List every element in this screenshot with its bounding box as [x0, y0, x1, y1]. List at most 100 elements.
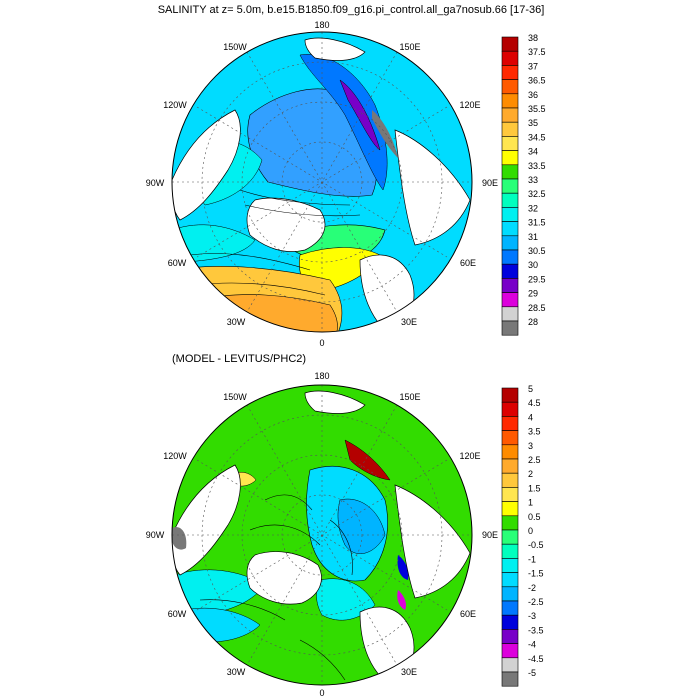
colorbar-label: -2 — [528, 583, 536, 593]
hudson-grey — [172, 526, 187, 550]
colorbar-label: 38 — [528, 33, 538, 43]
colorbar-swatch — [501, 472, 519, 488]
colorbar-swatch — [501, 657, 519, 673]
siberia-land — [394, 129, 471, 246]
salinity-panel: SALINITY at z= 5.0m, b.e15.B1850.f09_g16… — [146, 4, 546, 348]
colorbar-label: 34.5 — [528, 132, 546, 142]
svg-text:180: 180 — [314, 20, 329, 30]
colorbar-label: 35 — [528, 118, 538, 128]
colorbar-swatch — [501, 79, 519, 95]
colorbar-swatch — [501, 178, 519, 194]
colorbar-label: 28 — [528, 317, 538, 327]
colorbar-label: 32 — [528, 203, 538, 213]
colorbar-label: 1 — [528, 498, 533, 508]
colorbar-label: 1.5 — [528, 483, 541, 493]
svg-text:90W: 90W — [146, 530, 165, 540]
colorbar-swatch — [501, 529, 519, 545]
colorbar-swatch — [501, 278, 519, 293]
svg-text:60E: 60E — [460, 258, 476, 268]
colorbar-swatch — [501, 543, 519, 559]
colorbar-label: 32.5 — [528, 189, 546, 199]
colorbar-swatch — [501, 401, 519, 417]
laptev-fresh-band — [339, 79, 381, 151]
greenland-land — [246, 551, 322, 605]
colorbar-swatch — [501, 487, 519, 502]
colorbar-swatch — [501, 600, 519, 616]
colorbar-swatch — [501, 207, 519, 222]
colorbar-swatch — [501, 65, 519, 80]
colorbar-label: -4.5 — [528, 654, 544, 664]
svg-text:30W: 30W — [227, 667, 246, 677]
colorbar-label: 30.5 — [528, 246, 546, 256]
svg-text:120W: 120W — [163, 100, 187, 110]
colorbar-label: 30 — [528, 260, 538, 270]
svg-text:120E: 120E — [459, 100, 480, 110]
colorbar-swatch — [501, 136, 519, 151]
colorbar-swatch — [501, 121, 519, 137]
colorbar-label: -3.5 — [528, 625, 544, 635]
longitude-labels: 180 150W 150E 120W 120E 90W 90E 60W 60E … — [146, 371, 498, 698]
colorbar-swatch — [501, 671, 519, 687]
svg-text:150E: 150E — [399, 42, 420, 52]
chukchi-land — [304, 390, 366, 414]
graticule — [172, 385, 472, 685]
colorbar-swatch — [501, 586, 519, 602]
colorbar-swatch — [501, 93, 519, 109]
svg-text:0: 0 — [319, 338, 324, 348]
barents-negative — [337, 498, 386, 554]
colorbar-label: 37 — [528, 61, 538, 71]
colorbar-swatch — [501, 263, 519, 279]
colorbar-swatch — [501, 150, 519, 166]
colorbar-label: 31 — [528, 232, 538, 242]
kara-grey-region — [372, 110, 398, 158]
svg-text:180: 180 — [314, 371, 329, 381]
colorbar-swatch — [501, 320, 519, 336]
colorbar-swatch — [501, 643, 519, 659]
difference-contours — [199, 494, 353, 681]
colorbar-label: -5 — [528, 668, 536, 678]
colorbar-label: -1 — [528, 554, 536, 564]
colorbar-label: 0.5 — [528, 512, 541, 522]
difference-map — [172, 385, 472, 685]
svg-text:0: 0 — [319, 688, 324, 698]
colorbar-label: 35.5 — [528, 104, 546, 114]
colorbar-label: 29.5 — [528, 274, 546, 284]
colorbar-swatch — [501, 458, 519, 474]
colorbar-swatch — [501, 107, 519, 123]
colorbar-swatch — [501, 444, 519, 460]
colorbar-swatch — [501, 629, 519, 644]
greenland-sea-negative — [316, 578, 376, 621]
colorbar-label: 4.5 — [528, 398, 541, 408]
svg-text:90E: 90E — [482, 178, 498, 188]
map-boundary — [171, 31, 473, 333]
colorbar-swatch — [501, 387, 519, 403]
colorbar-label: -2.5 — [528, 597, 544, 607]
svg-text:90E: 90E — [482, 530, 498, 540]
colorbar-label: 2 — [528, 469, 533, 479]
colorbar-label: -4 — [528, 640, 536, 650]
colorbar-swatch — [501, 416, 519, 431]
colorbar-label: 3.5 — [528, 427, 541, 437]
svg-text:60E: 60E — [460, 609, 476, 619]
colorbar-swatch — [501, 515, 519, 531]
map-boundary — [171, 384, 473, 686]
longitude-labels: 180 150W 150E 120W 120E 90W 90E 60W 60E … — [146, 20, 498, 348]
salinity-colorbar: 38 37.5 37 36.5 36 35.5 35 34.5 34 33.5 33 32.5 32 31… — [501, 33, 546, 336]
laptev-positive — [344, 439, 391, 481]
colorbar-swatch — [501, 192, 519, 208]
colorbar-label: 31.5 — [528, 218, 546, 228]
svg-text:150W: 150W — [223, 392, 247, 402]
svg-text:60W: 60W — [168, 609, 187, 619]
colorbar-swatch — [501, 164, 519, 180]
colorbar-swatch — [501, 221, 519, 237]
svg-text:120E: 120E — [459, 451, 480, 461]
colorbar-swatch — [501, 614, 519, 630]
north-america-land — [172, 109, 241, 221]
colorbar-label: 28.5 — [528, 303, 546, 313]
svg-text:60W: 60W — [168, 258, 187, 268]
colorbar-swatch — [501, 249, 519, 265]
colorbar-label: 36 — [528, 90, 538, 100]
siberia-land — [394, 484, 471, 599]
colorbar-label: 33 — [528, 175, 538, 185]
greenland-land — [246, 197, 326, 252]
